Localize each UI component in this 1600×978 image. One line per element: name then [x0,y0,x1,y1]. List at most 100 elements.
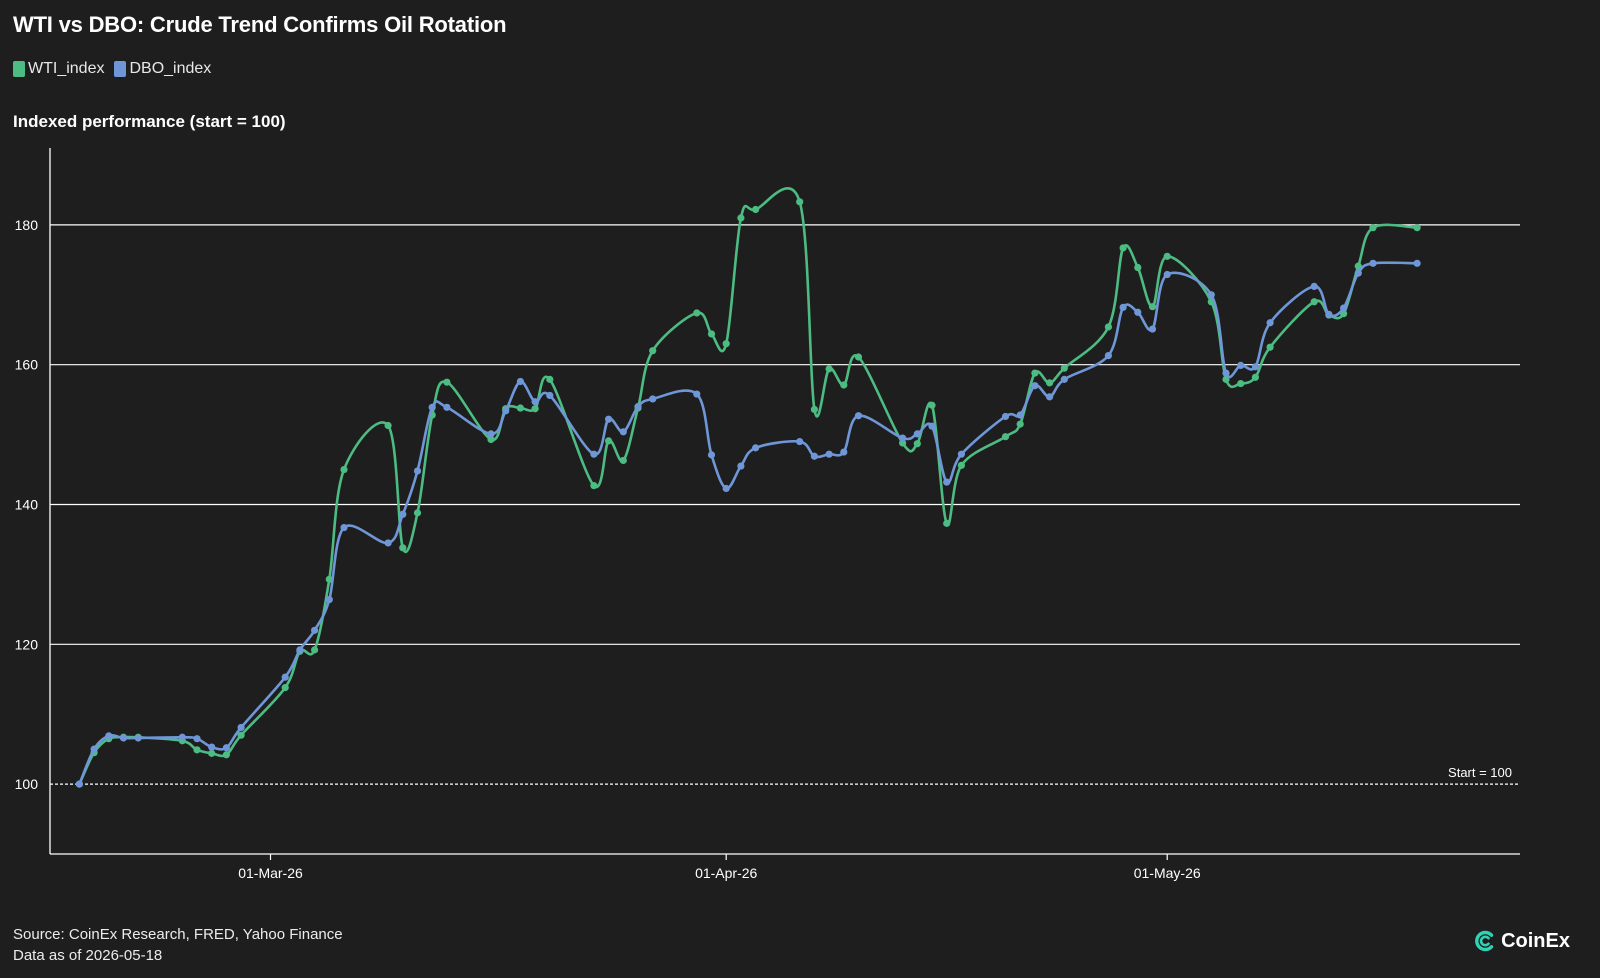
data-point-wti [825,365,833,373]
data-point-wti [619,456,627,465]
data-point-dbo [590,450,598,458]
data-point-wti [854,353,863,361]
data-point-wti [340,465,348,474]
data-point-wti [1134,263,1142,272]
x-tick-label: 01-May-26 [1134,865,1201,881]
legend-swatch-wti [13,61,25,77]
data-point-wti [840,381,848,389]
data-point-dbo [222,744,230,752]
data-point-wti [1119,244,1127,252]
data-point-dbo [1148,325,1157,333]
data-point-dbo [428,403,436,411]
data-point-wti [752,205,760,214]
data-point-dbo [840,448,848,456]
data-point-dbo [502,407,510,415]
data-point-dbo [1222,369,1230,377]
data-point-wti [384,421,392,430]
data-point-wti [1001,433,1010,441]
data-point-dbo [796,437,804,446]
data-point-dbo [913,430,921,438]
data-point-dbo [899,434,907,442]
legend-item-dbo[interactable]: DBO_index [114,60,211,78]
data-point-wti [810,405,819,414]
as-of-note: Data as of 2026-05-18 [13,947,163,964]
y-tick-label: 100 [15,776,39,792]
data-point-dbo [1207,291,1215,299]
source-note: Source: CoinEx Research, FRED, Yahoo Fin… [13,926,343,943]
y-tick-label: 180 [15,217,39,233]
data-point-wti [1354,262,1362,270]
data-point-wti [443,378,451,386]
brand-logo: CoinEx [1473,929,1570,953]
data-point-dbo [281,673,289,681]
data-point-dbo [649,395,657,403]
data-point-dbo [737,462,745,470]
data-point-dbo [1016,411,1024,419]
data-point-dbo [1413,259,1421,267]
data-point-dbo [1354,269,1362,277]
data-point-wti [1104,323,1112,331]
data-point-wti [722,340,730,348]
data-point-dbo [707,451,716,459]
legend-swatch-dbo [114,61,127,77]
data-point-dbo [634,403,642,411]
data-point-wti [281,684,289,692]
data-point-wti [237,731,245,739]
data-point-dbo [546,391,554,400]
data-point-wti [796,198,804,206]
data-point-dbo [384,539,392,547]
data-point-wti [208,749,216,757]
data-point-wti [1266,343,1274,351]
data-point-dbo [208,743,216,751]
data-point-wti [399,544,407,552]
data-point-dbo [722,484,730,493]
data-point-wti [1163,252,1171,260]
data-point-wti [193,746,201,754]
data-point-dbo [399,510,407,518]
data-point-wti [693,309,701,317]
y-tick-label: 140 [15,496,39,512]
x-tick-label: 01-Mar-26 [238,865,303,881]
data-point-dbo [1369,259,1377,267]
data-point-wti [546,375,554,383]
data-point-wti [649,347,657,355]
series-line-dbo [78,261,1419,786]
data-point-dbo [105,732,113,740]
data-point-wti [1148,303,1157,311]
data-point-wti [943,519,951,527]
data-point-wti [325,575,333,583]
legend: WTI_index DBO_index [13,60,211,78]
data-point-wti [531,405,539,413]
legend-item-wti[interactable]: WTI_index [13,60,104,78]
data-point-dbo [1031,382,1039,390]
data-point-dbo [619,428,627,436]
data-point-wti [311,646,319,654]
data-point-wti [737,214,745,222]
data-point-dbo [854,412,863,420]
data-point-dbo [119,734,128,742]
data-point-wti [1251,373,1259,381]
data-point-wti [605,437,613,445]
data-point-dbo [1237,361,1245,369]
data-point-dbo [516,377,525,386]
data-point-wti [516,404,525,412]
data-point-dbo [1134,308,1142,316]
data-point-dbo [928,422,936,430]
data-point-dbo [1325,310,1333,318]
data-point-dbo [134,734,142,742]
data-point-dbo [75,780,83,788]
data-point-dbo [531,398,539,406]
data-point-dbo [1310,282,1318,291]
data-point-dbo [311,626,319,634]
data-point-dbo [340,523,348,532]
y-tick-label: 160 [15,357,39,373]
data-point-dbo [1163,270,1171,279]
data-point-wti [1016,420,1024,428]
data-point-dbo [825,450,833,458]
data-point-dbo [957,450,966,458]
data-point-dbo [605,415,613,423]
data-point-wti [222,751,230,759]
data-point-dbo [1001,412,1010,421]
data-point-dbo [1060,375,1068,383]
